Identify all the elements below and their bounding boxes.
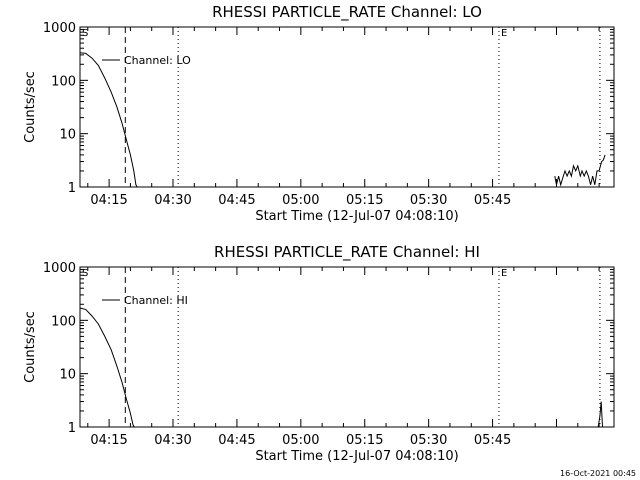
y-tick-label: 1 xyxy=(68,421,76,436)
x-tick-label: 05:45 xyxy=(474,193,511,208)
x-tick-label: 05:30 xyxy=(410,193,447,208)
legend-label: Channel: LO xyxy=(124,54,191,67)
x-tick-label: 04:45 xyxy=(218,433,255,448)
y-axis-label: Counts/sec xyxy=(23,311,38,383)
x-tick-label: 04:45 xyxy=(218,193,255,208)
chart-panel-hi: RHESSI PARTICLE_RATE Channel: HI Counts/s… xyxy=(23,243,615,464)
y-tick-label: 100 xyxy=(51,314,76,329)
chart-panel-lo: RHESSI PARTICLE_RATE Channel: LO Counts/s… xyxy=(23,3,615,224)
x-tick-label: 05:15 xyxy=(346,433,383,448)
y-tick-label: 100 xyxy=(51,74,76,89)
y-tick-label: 1 xyxy=(68,181,76,196)
y-tick-label: 1000 xyxy=(43,261,76,276)
x-tick-label: 04:30 xyxy=(154,433,191,448)
x-tick-label: 04:15 xyxy=(90,193,127,208)
y-tick-label: 10 xyxy=(59,128,76,143)
start-marker-label: S xyxy=(82,268,88,279)
x-tick-label: 05:30 xyxy=(410,433,447,448)
end-marker-label: E xyxy=(501,268,507,279)
chart-title: RHESSI PARTICLE_RATE Channel: LO xyxy=(212,3,482,22)
x-tick-label: 05:15 xyxy=(346,193,383,208)
x-tick-label: 05:00 xyxy=(282,193,319,208)
x-tick-label: 05:00 xyxy=(282,433,319,448)
y-axis-label: Counts/sec xyxy=(23,71,38,143)
y-tick-label: 1000 xyxy=(43,21,76,36)
legend-label: Channel: HI xyxy=(124,294,188,307)
plot-frame xyxy=(79,266,615,428)
x-axis-label: Start Time (12-Jul-07 04:08:10) xyxy=(255,209,458,224)
x-tick-label: 04:15 xyxy=(90,433,127,448)
x-tick-label: 05:45 xyxy=(474,433,511,448)
plot-frame xyxy=(79,26,615,188)
y-tick-label: 10 xyxy=(59,368,76,383)
series-line-segment xyxy=(79,307,135,428)
x-axis-label: Start Time (12-Jul-07 04:08:10) xyxy=(255,449,458,464)
chart-title: RHESSI PARTICLE_RATE Channel: HI xyxy=(214,243,480,262)
series-line-segment xyxy=(554,154,606,187)
series-line-segment xyxy=(79,52,138,188)
footer-timestamp: 16-Oct-2021 00:45 xyxy=(560,469,636,478)
series-line-segment xyxy=(597,401,603,428)
end-marker-label: E xyxy=(501,28,507,39)
x-tick-label: 04:30 xyxy=(154,193,191,208)
start-marker-label: S xyxy=(82,28,88,39)
